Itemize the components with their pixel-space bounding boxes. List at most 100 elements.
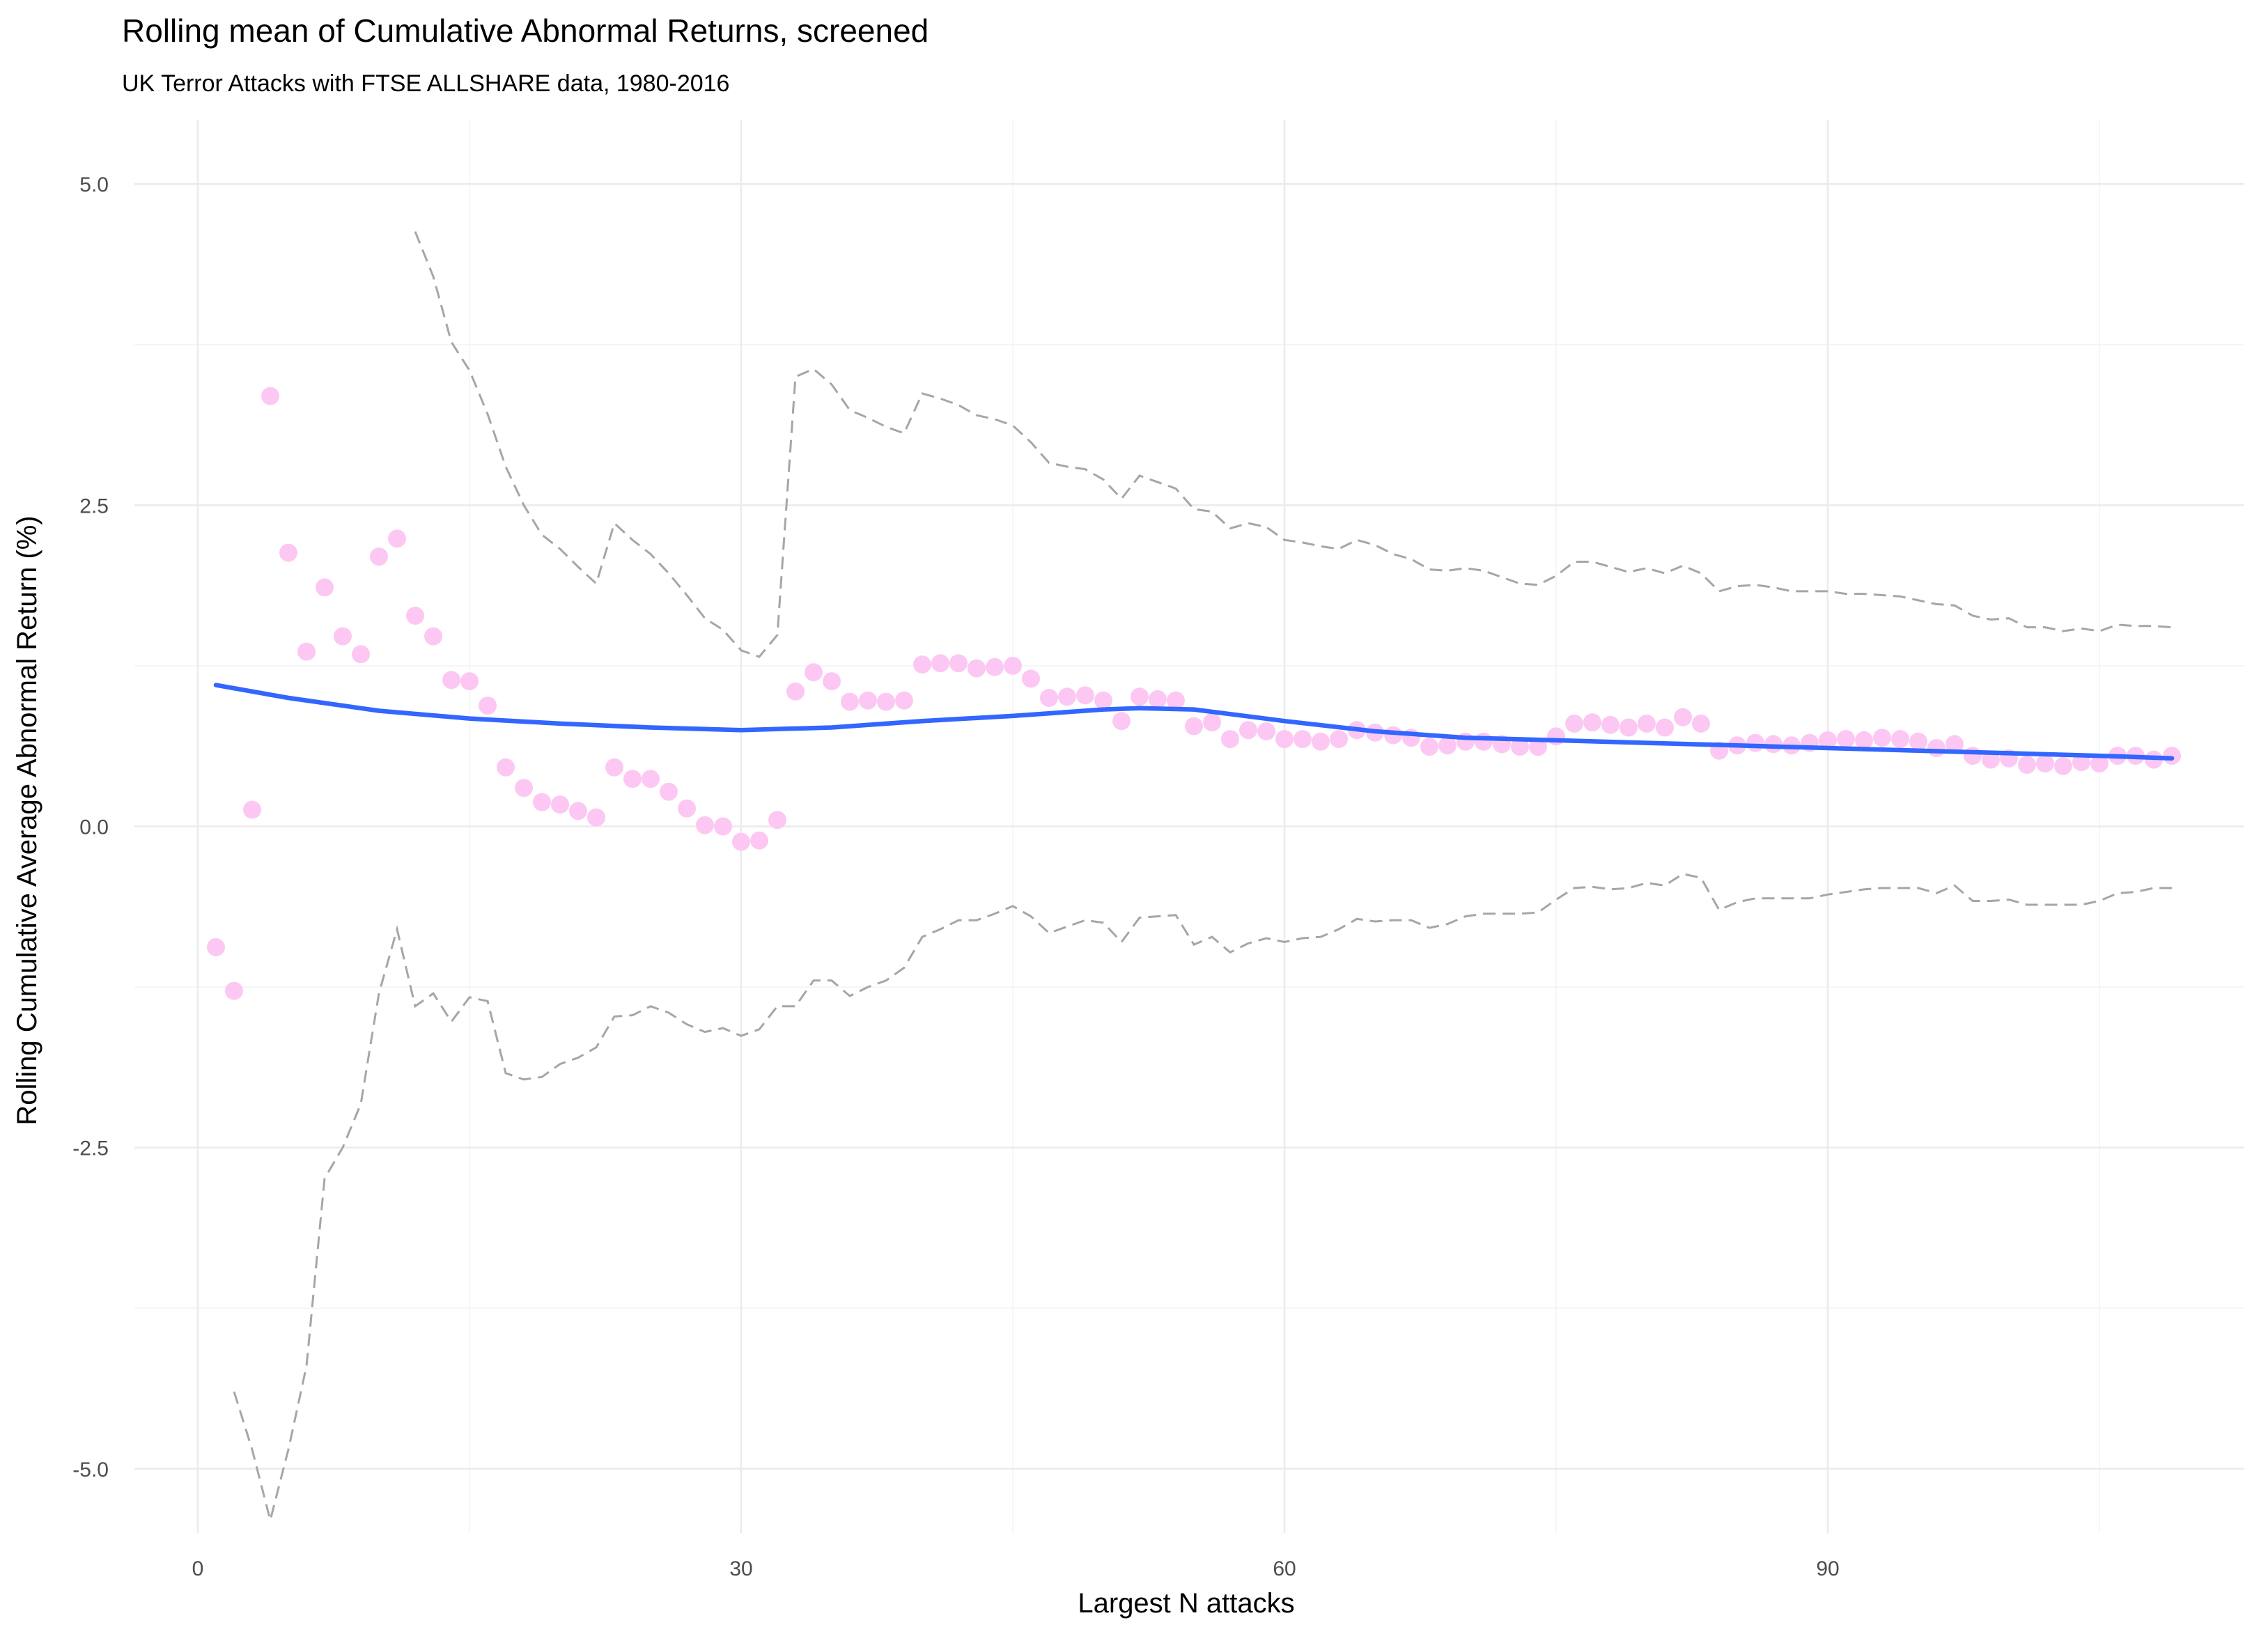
data-point — [569, 802, 587, 820]
data-point — [587, 808, 605, 827]
data-point — [497, 758, 515, 777]
y-tick-label: 2.5 — [79, 495, 109, 518]
data-point — [1239, 721, 1257, 740]
x-tick-label: 90 — [1816, 1557, 1839, 1580]
data-point — [442, 671, 460, 690]
data-point — [623, 770, 642, 788]
data-point — [370, 547, 388, 566]
chart-title: Rolling mean of Cumulative Abnormal Retu… — [122, 13, 929, 49]
data-point — [1547, 727, 1565, 746]
data-point — [2072, 753, 2090, 772]
data-point — [1131, 687, 1149, 706]
data-point — [352, 645, 370, 664]
data-point — [243, 800, 261, 819]
data-point — [279, 543, 297, 562]
plot-area — [207, 231, 2181, 1520]
x-axis-tick-labels: 0 30 60 90 — [192, 1557, 1840, 1580]
data-point — [986, 658, 1004, 676]
data-point — [424, 627, 442, 646]
y-tick-label: 5.0 — [79, 173, 109, 196]
data-point — [1692, 714, 1710, 733]
data-point — [2036, 754, 2054, 773]
data-point — [1674, 708, 1692, 726]
data-point — [2090, 754, 2108, 773]
data-point — [605, 758, 623, 777]
data-point — [823, 672, 841, 691]
data-point — [1040, 689, 1058, 707]
data-point — [316, 578, 334, 597]
chart-subtitle: UK Terror Attacks with FTSE ALLSHARE dat… — [122, 70, 729, 97]
y-axis-title: Rolling Cumulative Average Abnormal Retu… — [12, 515, 42, 1125]
data-point — [1058, 687, 1076, 706]
data-point — [1022, 669, 1040, 688]
data-point — [732, 832, 750, 851]
minor-gridlines — [134, 120, 2244, 1533]
data-point — [1185, 717, 1203, 736]
data-point — [1112, 712, 1131, 731]
data-point — [297, 642, 316, 661]
data-point — [786, 682, 805, 701]
data-point — [1420, 738, 1438, 756]
data-point — [334, 627, 352, 646]
data-point — [1873, 729, 1891, 747]
data-point — [207, 937, 225, 956]
data-point — [1167, 691, 1185, 710]
data-point — [1927, 739, 1945, 757]
data-point — [1257, 722, 1275, 740]
data-point — [949, 654, 968, 673]
x-tick-label: 0 — [192, 1557, 204, 1580]
lower-bound-line — [233, 873, 2172, 1520]
data-point — [225, 981, 243, 1000]
data-point — [2054, 756, 2072, 775]
data-point — [1511, 738, 1529, 756]
x-tick-label: 30 — [729, 1557, 752, 1580]
data-point — [678, 799, 696, 818]
data-point — [1638, 714, 1656, 733]
data-point — [841, 692, 859, 711]
data-point — [479, 697, 497, 715]
data-point — [968, 659, 986, 678]
data-point — [1746, 733, 1764, 752]
x-axis-title: Largest N attacks — [1078, 1588, 1294, 1619]
data-point — [1076, 686, 1094, 705]
data-point — [1891, 730, 1909, 749]
data-point — [877, 692, 895, 711]
upper-bound-line — [414, 231, 2173, 658]
data-point — [1565, 714, 1583, 733]
data-point — [1982, 750, 2000, 769]
data-point — [2018, 756, 2036, 774]
data-point — [1203, 713, 1221, 732]
data-point — [1275, 730, 1294, 749]
data-point — [460, 672, 479, 691]
data-point — [406, 607, 424, 625]
y-tick-label: -2.5 — [72, 1137, 109, 1160]
data-point — [859, 691, 877, 710]
data-point — [1094, 691, 1112, 710]
data-point — [1819, 731, 1837, 749]
data-point — [1221, 730, 1239, 749]
data-point — [515, 779, 533, 797]
data-point — [1855, 731, 1873, 749]
data-point — [714, 817, 732, 836]
data-point — [696, 816, 714, 834]
data-point — [1620, 718, 1638, 737]
data-point — [1438, 736, 1457, 755]
data-point — [750, 831, 768, 850]
data-point — [1312, 732, 1330, 751]
data-point — [1330, 730, 1348, 749]
data-point — [931, 654, 949, 673]
y-axis-tick-labels: 5.0 2.5 0.0 -2.5 -5.0 — [72, 173, 109, 1481]
y-tick-label: 0.0 — [79, 816, 109, 839]
data-point — [1945, 735, 1964, 754]
data-point — [913, 655, 931, 674]
y-tick-label: -5.0 — [72, 1458, 109, 1481]
data-point — [2163, 747, 2181, 765]
data-point — [551, 795, 569, 814]
data-point — [768, 811, 786, 830]
data-point — [1601, 715, 1620, 734]
data-point — [1475, 732, 1493, 751]
data-point — [261, 387, 279, 405]
data-point — [1149, 690, 1167, 708]
